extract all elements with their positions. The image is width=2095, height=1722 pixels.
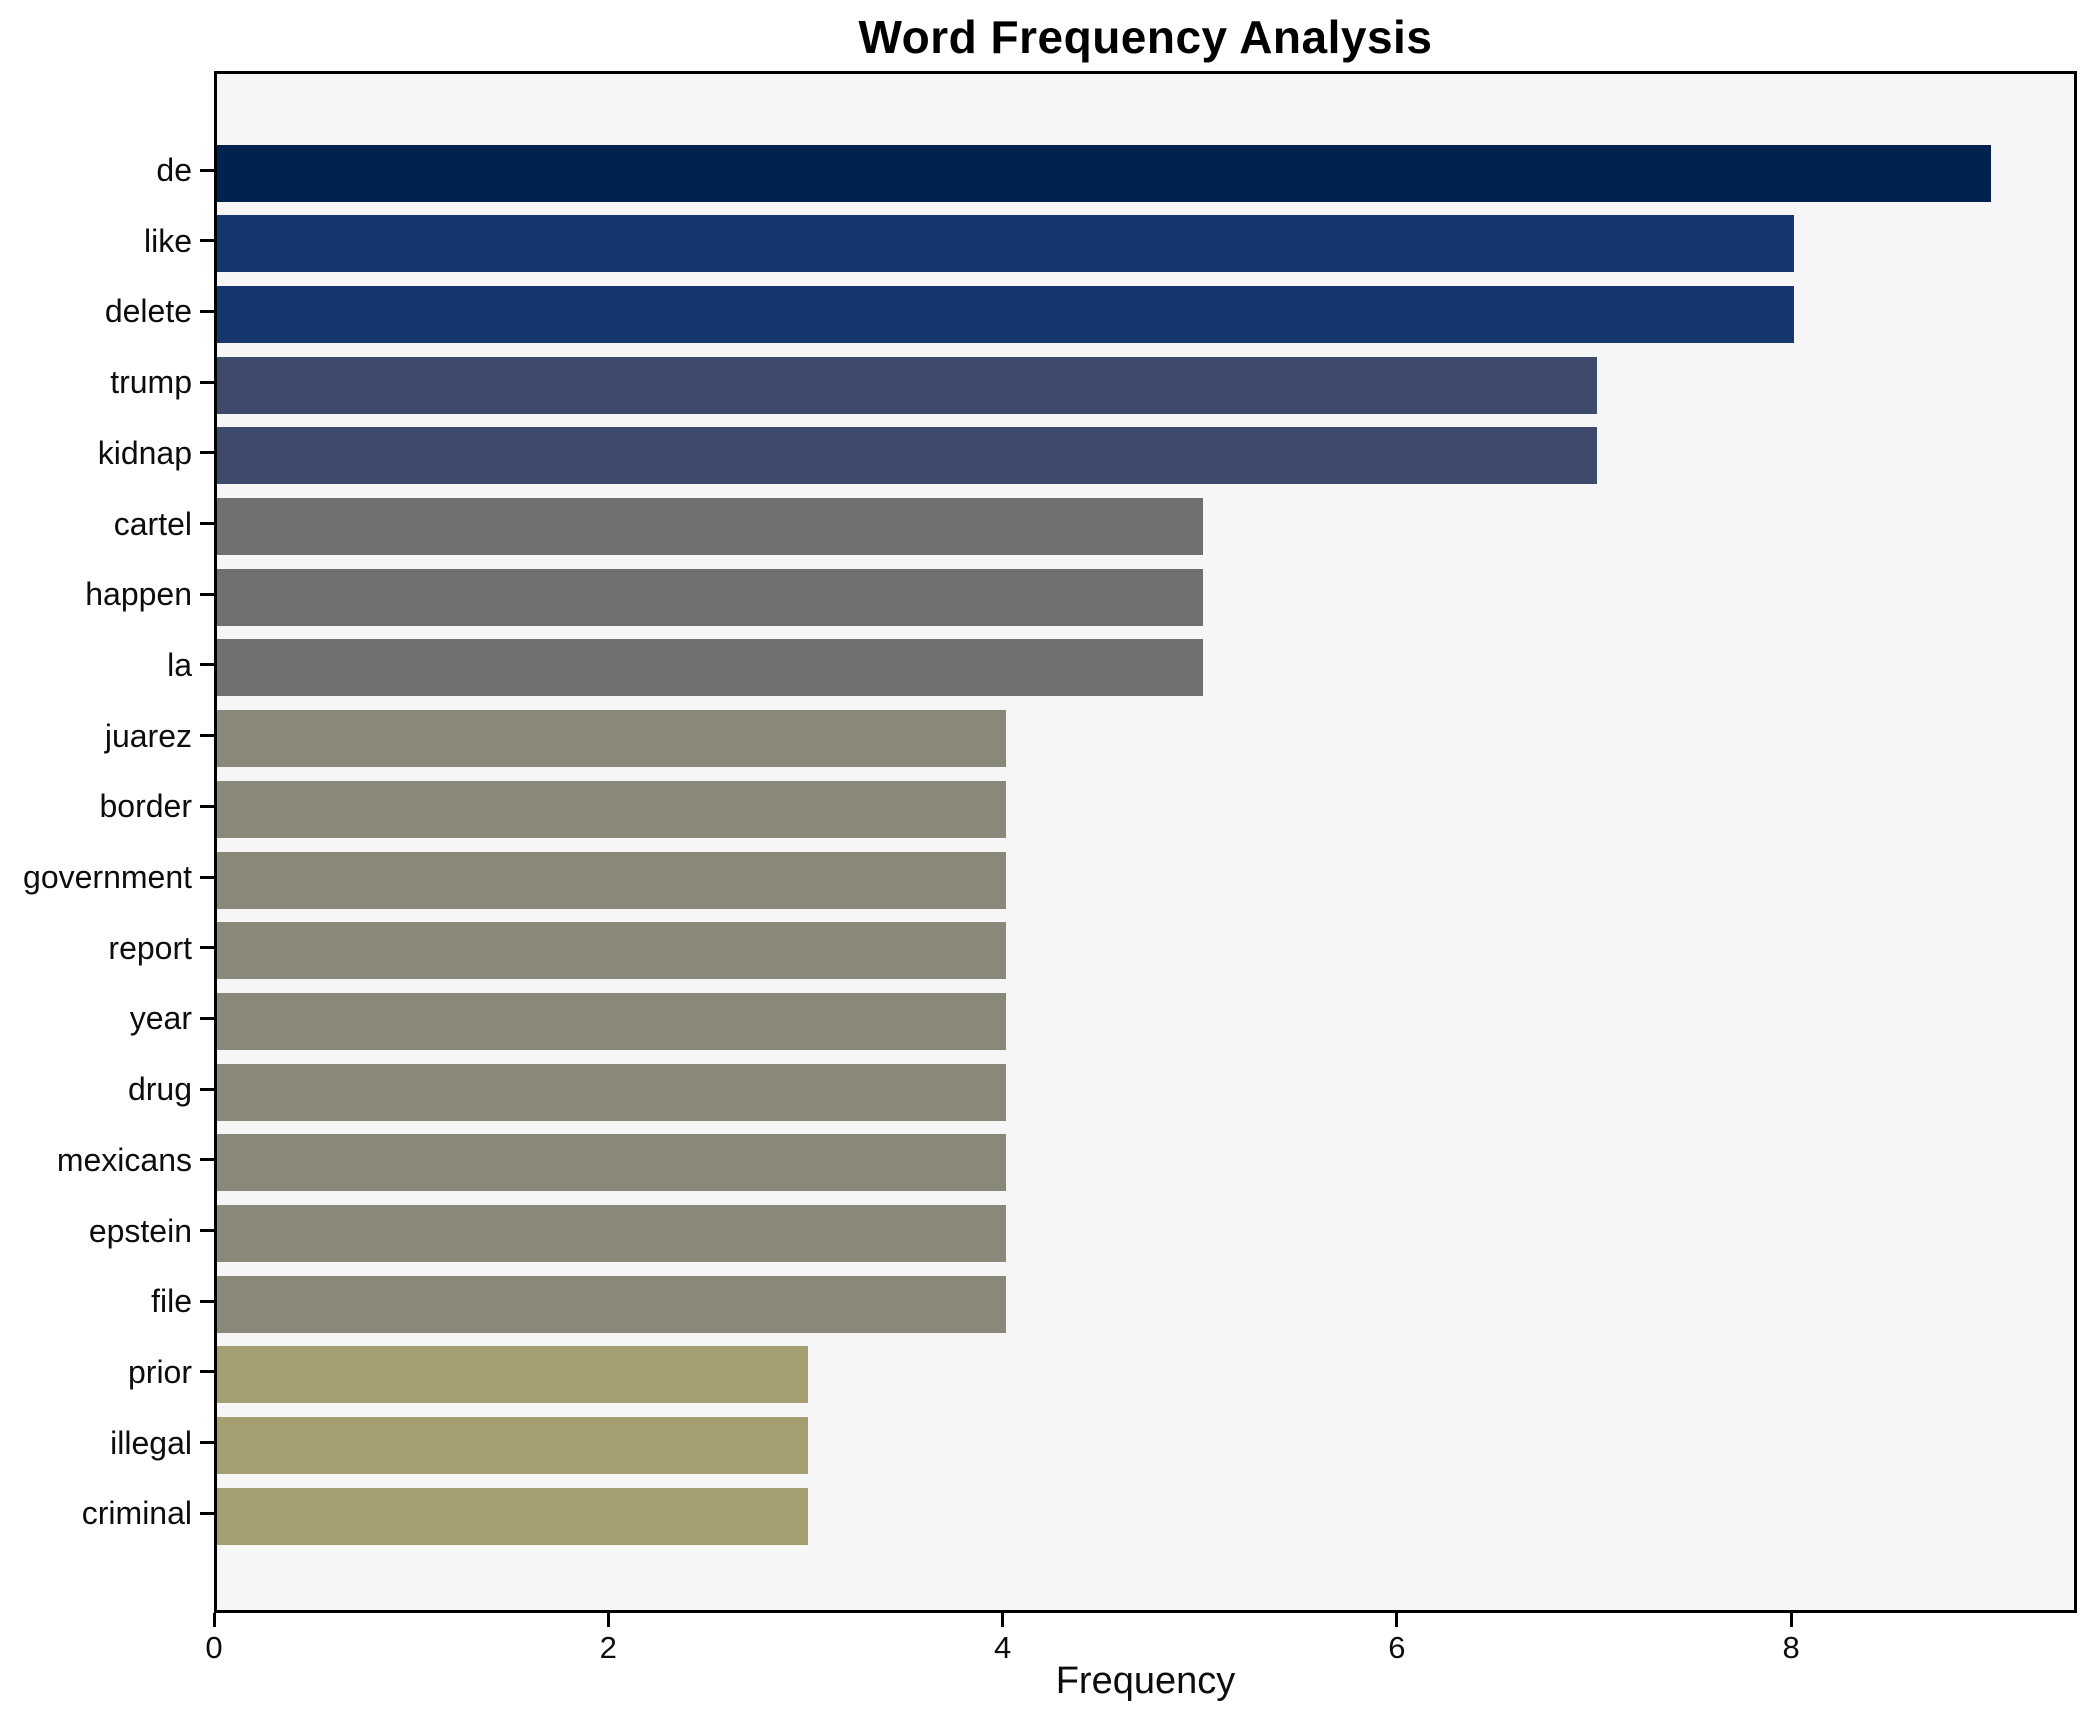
- y-tick-label: border: [99, 788, 193, 825]
- y-tick-label: year: [129, 1000, 192, 1037]
- bar-illegal: [217, 1417, 809, 1475]
- x-tick-mark: [606, 1613, 610, 1627]
- bar-prior: [217, 1346, 809, 1404]
- x-tick-mark: [1789, 1613, 1793, 1627]
- y-tick-mark: [200, 875, 214, 879]
- y-tick-label: de: [156, 152, 192, 188]
- bar-like: [217, 215, 1795, 273]
- bar-delete: [217, 285, 1795, 343]
- y-tick-mark: [200, 380, 214, 384]
- y-tick-mark: [200, 663, 214, 667]
- bar-kidnap: [217, 427, 1597, 485]
- bar-government: [217, 851, 1006, 909]
- bar-border: [217, 780, 1006, 838]
- y-tick-mark: [200, 1087, 214, 1091]
- bar-trump: [217, 356, 1597, 414]
- bar-cartel: [217, 498, 1203, 555]
- y-tick-label: like: [143, 222, 192, 259]
- bar-la: [217, 639, 1203, 697]
- y-tick-mark: [200, 804, 214, 808]
- y-tick-mark: [200, 1441, 214, 1445]
- y-tick-label: kidnap: [97, 434, 192, 471]
- bar-file: [217, 1275, 1006, 1333]
- y-tick-label: happen: [85, 576, 192, 613]
- y-tick-label: government: [23, 859, 192, 895]
- y-tick-label: drug: [127, 1071, 192, 1108]
- y-tick-mark: [200, 946, 214, 950]
- y-tick-mark: [200, 1229, 214, 1232]
- y-tick-label: la: [167, 646, 192, 683]
- y-tick-label: cartel: [113, 505, 192, 542]
- bar-epstein: [217, 1205, 1006, 1262]
- bar-criminal: [217, 1487, 809, 1545]
- y-tick-mark: [200, 1511, 214, 1515]
- y-tick-label: epstein: [88, 1212, 192, 1249]
- x-tick-mark: [212, 1613, 216, 1627]
- y-tick-mark: [200, 1299, 214, 1303]
- y-tick-label: criminal: [81, 1495, 192, 1532]
- bar-drug: [217, 1063, 1006, 1121]
- y-tick-mark: [200, 1158, 214, 1162]
- plot-area: [214, 71, 2077, 1613]
- y-tick-mark: [200, 239, 214, 243]
- x-tick-label: 2: [599, 1630, 617, 1665]
- y-tick-label: mexicans: [56, 1141, 192, 1178]
- y-tick-label: delete: [104, 293, 192, 330]
- x-tick-label: 6: [1388, 1630, 1406, 1665]
- y-tick-mark: [200, 522, 214, 525]
- y-tick-label: file: [151, 1283, 192, 1320]
- x-tick-mark: [1001, 1613, 1005, 1627]
- x-axis-label: Frequency: [1055, 1660, 1236, 1702]
- bar-de: [217, 144, 1992, 202]
- bar-happen: [217, 568, 1203, 626]
- bar-report: [217, 922, 1006, 980]
- y-tick-label: report: [108, 929, 192, 966]
- y-tick-mark: [200, 168, 214, 172]
- y-tick-mark: [200, 309, 214, 313]
- y-tick-mark: [200, 1370, 214, 1374]
- x-tick-mark: [1395, 1613, 1399, 1627]
- y-tick-label: trump: [110, 364, 192, 401]
- chart-title: Word Frequency Analysis: [858, 11, 1433, 63]
- x-tick-label: 8: [1782, 1630, 1800, 1665]
- y-tick-mark: [200, 451, 214, 455]
- y-tick-label: prior: [127, 1353, 192, 1390]
- x-tick-label: 0: [205, 1630, 223, 1665]
- y-tick-mark: [200, 1016, 214, 1020]
- bar-juarez: [217, 710, 1006, 768]
- y-tick-mark: [200, 592, 214, 596]
- bar-year: [217, 992, 1006, 1050]
- bar-mexicans: [217, 1134, 1006, 1192]
- x-tick-label: 4: [993, 1630, 1012, 1665]
- y-tick-mark: [200, 734, 214, 738]
- y-tick-label: illegal: [110, 1424, 192, 1461]
- y-tick-label: juarez: [104, 717, 192, 754]
